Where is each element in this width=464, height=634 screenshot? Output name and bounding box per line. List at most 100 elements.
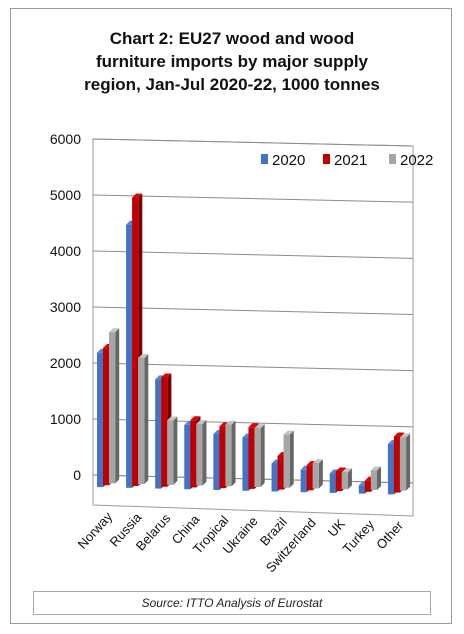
source-note: Source: ITTO Analysis of Eurostat: [33, 591, 431, 615]
bar-front: [167, 420, 174, 485]
bar-front: [126, 224, 133, 488]
bar-front: [300, 469, 307, 493]
bar-front: [335, 471, 342, 492]
bar-front: [132, 197, 139, 486]
bar-front: [393, 436, 401, 493]
bar: [370, 466, 382, 490]
bar-chart-3d: 0 1000 2000 3000 4000 5000 6000 NorwayRussiaBe…: [50, 131, 434, 576]
bar-side: [115, 328, 120, 484]
bar-front: [219, 426, 226, 489]
bar: [341, 468, 352, 490]
bar-front: [103, 348, 110, 486]
bar-top: [167, 416, 178, 421]
bar-side: [202, 419, 207, 486]
gridline: [92, 194, 414, 203]
bar-front: [271, 463, 278, 492]
bars: [97, 193, 411, 495]
bar-top: [225, 420, 236, 425]
chart-title-line-3: region, Jan-Jul 2020-22, 1000 tonnes: [84, 75, 380, 94]
chart-frame: Chart 2: EU27 wood and wood furniture im…: [10, 8, 452, 624]
bar-top: [190, 416, 201, 421]
bar-front: [399, 437, 407, 491]
x-tick-label: UK: [325, 516, 348, 540]
bar: [254, 424, 265, 488]
bar-side: [144, 354, 149, 485]
bar-front: [248, 427, 255, 489]
legend: 2020 2021 2022: [261, 152, 433, 169]
bar-top: [196, 419, 207, 424]
bar-top: [132, 193, 143, 198]
x-tick-label: Other: [373, 517, 406, 552]
bar: [196, 419, 207, 486]
y-tick-label: 2000: [50, 355, 81, 371]
bar-front: [155, 379, 162, 489]
bar-front: [196, 423, 203, 486]
bar-front: [242, 437, 249, 491]
bar-front: [161, 377, 168, 487]
bar: [138, 354, 149, 485]
bar-top: [341, 468, 352, 473]
bar: [225, 420, 236, 487]
x-tick-label: Norway: [75, 509, 116, 552]
bar-side: [318, 459, 323, 489]
x-tick-label: Turkey: [340, 517, 378, 557]
bar-front: [190, 420, 197, 488]
bar-side: [260, 424, 265, 488]
bar-front: [364, 480, 372, 492]
legend-swatch: [323, 154, 330, 164]
gridline: [92, 138, 414, 147]
bar-side: [406, 433, 411, 491]
bar-top: [254, 424, 265, 429]
y-tick-label: 5000: [50, 187, 81, 203]
bar-front: [283, 434, 290, 488]
bar-top: [161, 373, 172, 378]
bar-front: [341, 472, 348, 490]
bar: [312, 459, 323, 489]
chart-title-line-2: furniture imports by major supply: [95, 52, 369, 71]
bar-front: [329, 473, 336, 493]
chart-title: Chart 2: EU27 wood and wood furniture im…: [11, 27, 453, 96]
bar-front: [97, 352, 104, 488]
bar-front: [370, 470, 378, 490]
y-tick-label: 3000: [50, 299, 81, 315]
y-tick-label: 1000: [50, 411, 81, 427]
bar-top: [335, 467, 346, 472]
bar-front: [254, 428, 261, 488]
legend-swatch: [261, 154, 268, 164]
bar-front: [225, 424, 232, 487]
legend-label: 2022: [400, 152, 433, 169]
bar-top: [312, 459, 323, 464]
y-tick-label: 4000: [50, 243, 81, 259]
gridline: [92, 250, 414, 259]
bar-side: [289, 430, 294, 488]
y-tick-label: 0: [73, 467, 81, 483]
legend-swatch: [389, 154, 396, 164]
bar-front: [184, 424, 191, 490]
bar-top: [248, 423, 259, 428]
bar-front: [306, 465, 313, 491]
bar: [167, 416, 178, 485]
bar-top: [138, 354, 149, 359]
bar-side: [173, 416, 178, 485]
bar: [109, 328, 120, 484]
bar: [399, 433, 411, 491]
x-axis: NorwayRussiaBelarusChinaTropicalUkraineB…: [75, 509, 407, 576]
gridline: [92, 306, 414, 315]
y-axis: 0 1000 2000 3000 4000 5000 6000: [50, 131, 81, 483]
bar-top: [393, 432, 405, 437]
bar-front: [277, 456, 284, 490]
bar-front: [213, 434, 220, 491]
bar-top: [399, 433, 411, 438]
bar-top: [109, 328, 120, 333]
bar-front: [358, 485, 366, 494]
bar: [283, 430, 294, 488]
bar-front: [109, 332, 116, 484]
bar-top: [370, 466, 382, 471]
bar-front: [138, 358, 145, 485]
bar-side: [377, 466, 382, 490]
legend-label: 2020: [272, 152, 305, 169]
bar-front: [387, 443, 395, 495]
bar-side: [231, 420, 236, 487]
chart-title-line-1: Chart 2: EU27 wood and wood: [109, 29, 355, 48]
bar-top: [283, 430, 294, 435]
